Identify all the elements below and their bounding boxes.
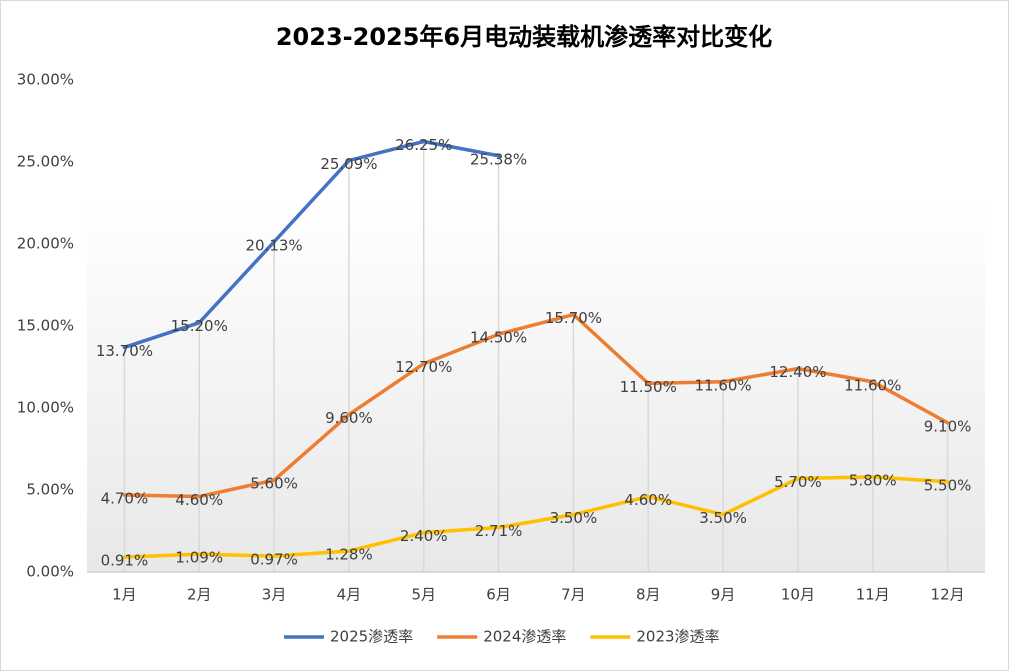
- data-label: 5.80%: [849, 471, 897, 489]
- data-label: 9.10%: [924, 417, 972, 435]
- x-tick-label: 1月: [112, 586, 137, 604]
- data-label: 1.28%: [325, 546, 373, 564]
- y-tick-label: 5.00%: [26, 481, 74, 499]
- data-label: 12.70%: [395, 358, 452, 376]
- x-tick-label: 5月: [411, 586, 436, 604]
- y-tick-label: 25.00%: [17, 153, 74, 171]
- x-tick-label: 8月: [636, 586, 661, 604]
- legend-label: 2023渗透率: [636, 628, 719, 646]
- data-label: 20.13%: [245, 236, 302, 254]
- data-label: 25.09%: [320, 155, 377, 173]
- legend-label: 2024渗透率: [483, 628, 566, 646]
- data-label: 13.70%: [96, 342, 153, 360]
- data-label: 15.70%: [545, 309, 602, 327]
- chart-title: 2023-2025年6月电动装载机渗透率对比变化: [276, 23, 772, 51]
- data-label: 1.09%: [175, 549, 223, 567]
- data-label: 5.60%: [250, 475, 298, 493]
- y-tick-label: 10.00%: [17, 399, 74, 417]
- data-label: 3.50%: [699, 509, 747, 527]
- data-label: 5.50%: [924, 476, 972, 494]
- data-label: 2.71%: [475, 522, 523, 540]
- data-label: 0.91%: [101, 552, 149, 570]
- data-label: 25.38%: [470, 150, 527, 168]
- series-line: [122, 312, 950, 499]
- x-tick-label: 7月: [561, 586, 586, 604]
- data-label: 9.60%: [325, 409, 373, 427]
- series-line: [122, 139, 501, 350]
- y-tick-label: 0.00%: [26, 563, 74, 581]
- data-label: 12.40%: [769, 363, 826, 381]
- data-label: 15.20%: [171, 317, 228, 335]
- data-label: 14.50%: [470, 329, 527, 347]
- data-label: 4.70%: [101, 489, 149, 507]
- x-tick-label: 10月: [781, 586, 815, 604]
- x-tick-label: 2月: [187, 586, 212, 604]
- data-label: 3.50%: [550, 509, 598, 527]
- x-tick-label: 9月: [711, 586, 736, 604]
- data-label: 0.97%: [250, 551, 298, 569]
- x-tick-label: 6月: [486, 586, 511, 604]
- data-label: 4.60%: [624, 491, 672, 509]
- plot-background: [87, 200, 985, 572]
- x-tick-label: 12月: [931, 586, 965, 604]
- legend-label: 2025渗透率: [330, 628, 413, 646]
- data-label: 11.50%: [620, 378, 677, 396]
- data-label: 5.70%: [774, 473, 822, 491]
- data-label: 11.60%: [694, 376, 751, 394]
- y-tick-label: 30.00%: [17, 71, 74, 89]
- series-line: [122, 475, 950, 559]
- data-label: 26.25%: [395, 136, 452, 154]
- data-label: 2.40%: [400, 527, 448, 545]
- y-tick-label: 20.00%: [17, 235, 74, 253]
- x-tick-label: 3月: [262, 586, 287, 604]
- data-label: 11.60%: [844, 376, 901, 394]
- x-tick-label: 4月: [337, 586, 362, 604]
- data-label: 4.60%: [175, 491, 223, 509]
- y-tick-label: 15.00%: [17, 317, 74, 335]
- x-tick-label: 11月: [856, 586, 890, 604]
